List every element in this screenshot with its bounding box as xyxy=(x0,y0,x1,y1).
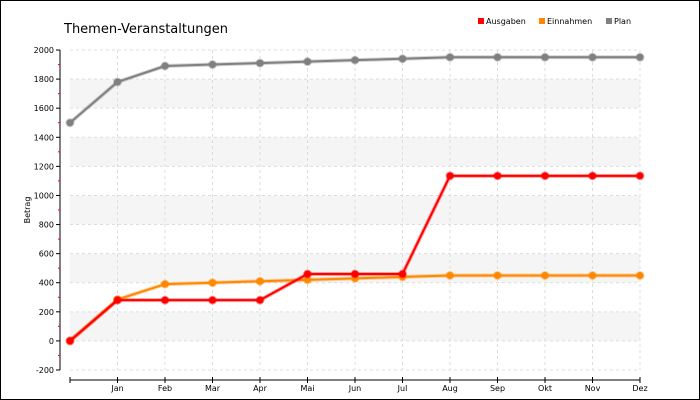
y-tick-label: -200 xyxy=(36,366,54,375)
y-tick-label: 1400 xyxy=(34,133,54,142)
data-point xyxy=(540,52,550,62)
data-point xyxy=(588,52,597,62)
x-tick-label: Aug xyxy=(442,384,458,393)
y-tick-label: 2000 xyxy=(34,46,54,55)
data-point xyxy=(445,171,455,181)
data-point xyxy=(493,171,502,181)
chart-title: Themen-Veranstaltungen xyxy=(63,22,228,37)
data-point xyxy=(540,171,550,181)
data-point xyxy=(113,77,122,87)
y-tick-label: 800 xyxy=(39,221,54,230)
legend-label: Ausgaben xyxy=(486,17,526,26)
plot-grid xyxy=(70,49,641,371)
x-tick-label: Feb xyxy=(158,384,172,393)
data-point xyxy=(635,270,645,280)
y-tick-label: 1200 xyxy=(34,162,54,171)
x-tick-label: Jul xyxy=(397,384,408,393)
y-tick-label: 1800 xyxy=(34,75,54,84)
y-ticks: -200 0 200 400 600 800 1000 1200 1400 1600 1800 200… xyxy=(34,46,60,375)
data-point xyxy=(65,118,75,128)
x-tick-label: Dez xyxy=(632,384,647,393)
x-tick-label: Apr xyxy=(253,384,268,393)
y-axis-label: Betrag xyxy=(23,197,32,224)
data-point xyxy=(303,57,312,67)
x-ticks: Jan Feb Mar Apr Mai Jun Jul Aug Sep Okt Nov Dez xyxy=(69,377,648,393)
data-point xyxy=(208,60,217,70)
data-point xyxy=(65,336,75,346)
data-point xyxy=(255,58,265,68)
series-einnahmen xyxy=(65,270,645,346)
data-point xyxy=(445,270,455,280)
data-point xyxy=(160,61,170,71)
y-tick-label: 600 xyxy=(39,250,54,259)
x-tick-label: Mar xyxy=(205,384,221,393)
data-point xyxy=(350,55,360,65)
legend-label: Einnahmen xyxy=(547,17,592,26)
y-tick-label: 400 xyxy=(39,279,54,288)
data-point xyxy=(493,270,502,280)
data-point xyxy=(160,295,170,305)
series-group xyxy=(65,52,645,346)
data-point xyxy=(493,52,502,62)
data-point xyxy=(588,171,597,181)
data-point xyxy=(255,276,265,286)
data-point xyxy=(303,269,312,279)
data-point xyxy=(113,295,122,305)
y-tick-label: 0 xyxy=(49,337,54,346)
data-point xyxy=(398,269,407,279)
x-tick-label: Okt xyxy=(538,384,552,393)
data-point xyxy=(398,54,407,64)
data-point xyxy=(540,270,550,280)
x-tick-label: Jan xyxy=(110,384,123,393)
x-tick-label: Sep xyxy=(490,384,505,393)
y-tick-label: 1600 xyxy=(34,104,54,113)
y-tick-label: 200 xyxy=(39,308,54,317)
data-point xyxy=(160,279,170,289)
x-tick-label: Mai xyxy=(300,384,314,393)
legend-label: Plan xyxy=(614,17,631,26)
data-point xyxy=(445,52,455,62)
x-tick-label: Jun xyxy=(348,384,362,393)
data-point xyxy=(255,295,265,305)
data-point xyxy=(350,269,360,279)
data-point xyxy=(635,171,645,181)
data-point xyxy=(635,52,645,62)
legend-swatch xyxy=(539,18,545,24)
legend-swatch xyxy=(606,18,612,24)
data-point xyxy=(588,270,597,280)
data-point xyxy=(208,278,217,288)
data-point xyxy=(208,295,217,305)
x-tick-label: Nov xyxy=(585,384,601,393)
legend: Ausgaben Einnahmen Plan xyxy=(478,17,631,26)
series-plan xyxy=(65,52,645,128)
series-ausgaben xyxy=(65,171,645,346)
legend-swatch xyxy=(478,18,484,24)
y-tick-label: 1000 xyxy=(34,191,54,200)
